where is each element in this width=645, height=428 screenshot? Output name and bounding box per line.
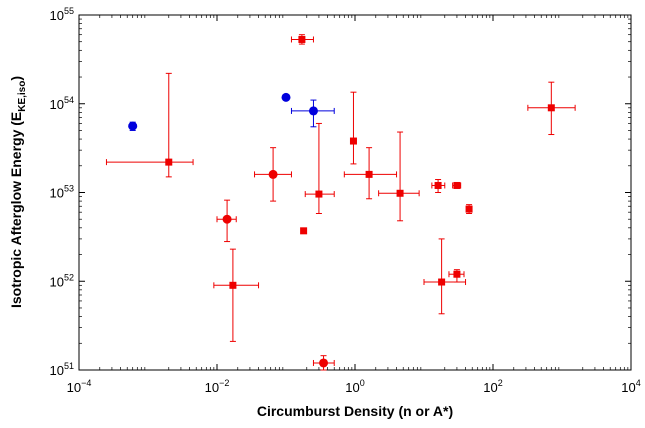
data-point-square: [547, 104, 555, 112]
data-point-square: [300, 227, 308, 235]
y-axis-label-end: ): [8, 76, 24, 81]
tick-exponent: 52: [64, 272, 74, 282]
data-point-circle: [319, 358, 329, 368]
tick-base: 10: [50, 186, 64, 201]
data-point-square: [453, 181, 461, 189]
data-markers: [128, 35, 555, 368]
data-point-square: [365, 170, 373, 178]
data-point-square: [396, 189, 404, 197]
data-point-square: [165, 158, 173, 166]
data-point-circle: [222, 214, 232, 224]
data-point-square: [465, 205, 473, 213]
y-axis-label-main: Isotropic Afterglow Energy (E: [8, 112, 24, 308]
tick-exponent: 54: [64, 95, 74, 105]
y-tick-label: 1051: [50, 361, 74, 378]
data-point-square: [298, 35, 306, 43]
tick-base: 10: [50, 363, 64, 378]
y-axis-label: Isotropic Afterglow Energy (EKE,iso): [8, 76, 28, 308]
tick-exponent: 0: [360, 378, 365, 388]
tick-base: 10: [205, 380, 219, 395]
data-point-circle: [281, 92, 291, 102]
tick-exponent: −2: [219, 378, 229, 388]
data-point-circle: [308, 106, 318, 116]
y-axis-label-subscript: KE,iso: [17, 81, 28, 112]
data-point-circle: [128, 121, 138, 131]
tick-exponent: 51: [64, 361, 74, 371]
y-tick-label: 1054: [50, 95, 74, 112]
tick-base: 10: [345, 380, 359, 395]
tick-base: 10: [50, 8, 64, 23]
y-tick-label: 1055: [50, 6, 74, 23]
tick-exponent: 4: [636, 378, 641, 388]
tick-base: 10: [50, 97, 64, 112]
axis-ticks: [78, 14, 632, 371]
x-tick-label: 100: [345, 378, 364, 395]
tick-exponent: 2: [498, 378, 503, 388]
x-tick-label: 10−4: [67, 378, 92, 395]
y-tick-label: 1053: [50, 184, 74, 201]
data-point-square: [315, 190, 323, 198]
x-tick-label: 104: [621, 378, 640, 395]
tick-exponent: −4: [81, 378, 91, 388]
x-axis-label: Circumburst Density (n or A*): [257, 403, 453, 419]
tick-base: 10: [621, 380, 635, 395]
plot-area: [78, 14, 632, 371]
data-point-square: [349, 137, 357, 145]
data-point-square: [438, 278, 446, 286]
data-point-square: [434, 181, 442, 189]
tick-exponent: 55: [64, 6, 74, 16]
data-point-square: [229, 281, 237, 289]
tick-base: 10: [67, 380, 81, 395]
y-tick-label: 1052: [50, 272, 74, 289]
data-point-square: [453, 270, 461, 278]
x-tick-label: 10−2: [205, 378, 230, 395]
tick-base: 10: [50, 274, 64, 289]
tick-base: 10: [483, 380, 497, 395]
data-point-circle: [268, 169, 278, 179]
x-tick-label: 102: [483, 378, 502, 395]
tick-exponent: 53: [64, 184, 74, 194]
